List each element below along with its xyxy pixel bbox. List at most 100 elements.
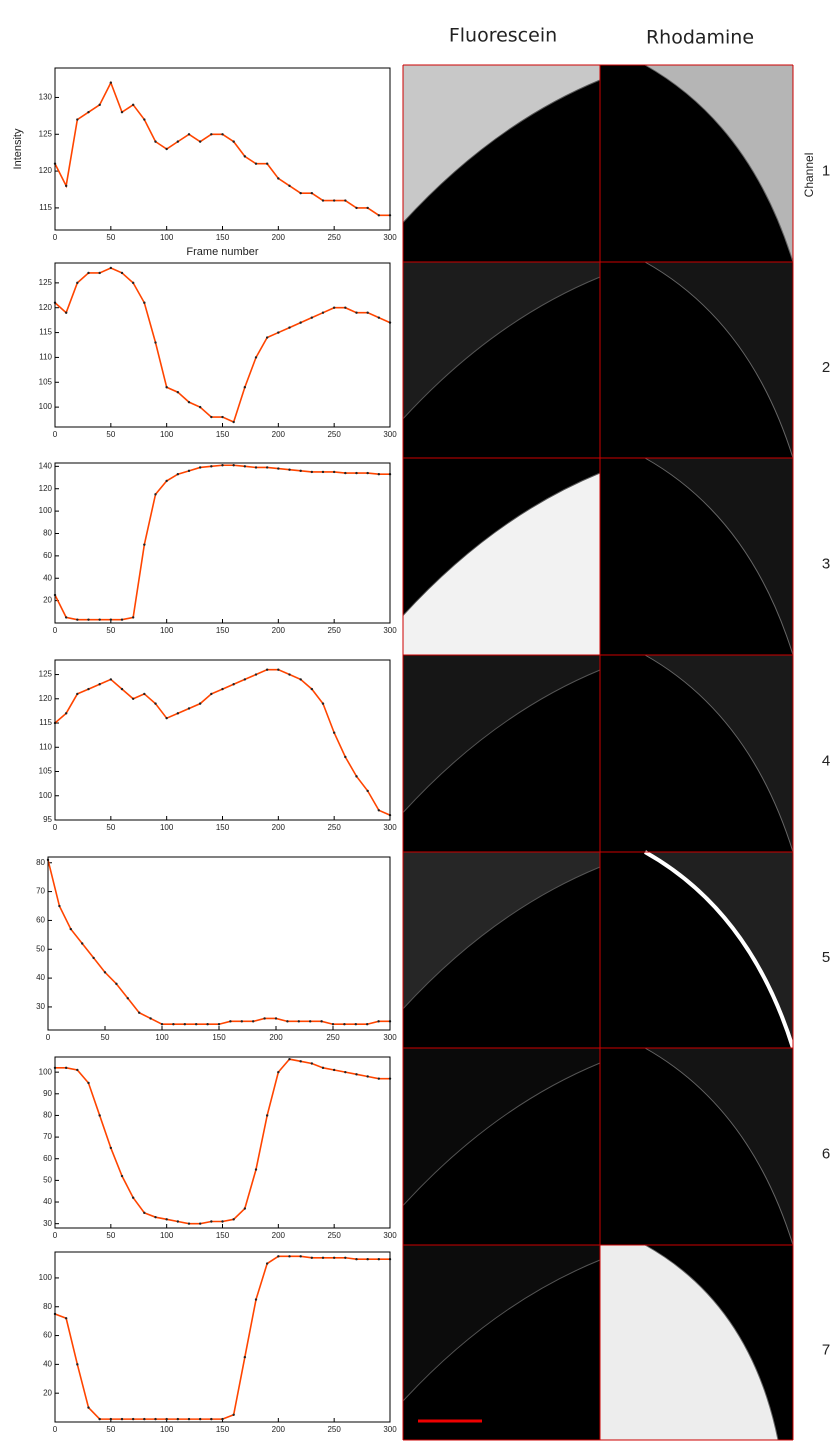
data-point	[321, 199, 325, 202]
data-point	[64, 1066, 68, 1070]
data-point	[103, 971, 107, 974]
data-point	[332, 1256, 336, 1259]
data-point	[232, 1218, 235, 1221]
y-tick-label: 80	[36, 858, 45, 867]
data-point	[354, 1023, 357, 1026]
data-point	[210, 692, 213, 696]
data-point	[210, 133, 213, 136]
x-tick-label: 200	[272, 430, 286, 439]
data-point	[355, 471, 358, 475]
tissue-region	[403, 655, 600, 813]
tissue-region	[645, 852, 793, 1048]
data-point	[232, 464, 235, 467]
y-tick-label: 140	[39, 461, 53, 470]
data-point	[98, 271, 101, 275]
data-point	[143, 301, 146, 304]
y-tick-label: 125	[39, 670, 53, 679]
y-tick-label: 110	[39, 353, 52, 362]
data-point	[109, 81, 113, 84]
data-point	[377, 472, 381, 476]
data-point	[243, 1355, 247, 1359]
data-point	[243, 678, 247, 681]
data-point	[377, 1020, 380, 1023]
data-point	[154, 702, 157, 705]
data-point	[299, 469, 302, 473]
tissue-region	[403, 262, 600, 419]
data-point	[143, 543, 146, 546]
data-point	[310, 1256, 314, 1259]
tissue-region	[600, 1245, 778, 1440]
data-point	[76, 1068, 79, 1072]
data-point	[299, 678, 302, 681]
data-point	[76, 118, 79, 121]
tissue-region	[403, 852, 600, 1009]
data-point	[366, 1075, 369, 1078]
x-tick-label: 0	[53, 823, 58, 832]
data-point	[277, 1255, 280, 1258]
data-line	[54, 464, 390, 621]
data-point	[115, 982, 118, 986]
data-point	[355, 1258, 358, 1261]
plot-frame	[47, 856, 391, 1031]
y-tick-label: 40	[43, 1197, 52, 1206]
y-tick-label: 60	[43, 1154, 52, 1163]
x-tick-label: 250	[327, 430, 341, 439]
x-tick-label: 200	[272, 1231, 286, 1240]
x-tick-label: 150	[212, 1033, 226, 1042]
data-point	[120, 1174, 124, 1178]
data-point	[120, 1417, 124, 1421]
data-point	[210, 1220, 213, 1223]
data-point	[69, 927, 73, 931]
data-point	[131, 616, 135, 619]
image-row: 6	[402, 1047, 830, 1246]
x-tick-label: 300	[383, 626, 397, 635]
data-point	[377, 809, 381, 812]
data-point	[331, 1023, 335, 1026]
column-header: Fluorescein	[449, 25, 557, 47]
data-point	[154, 1215, 157, 1219]
x-tick-label: 200	[269, 1033, 283, 1042]
data-point	[366, 471, 369, 475]
data-point	[87, 1081, 90, 1085]
data-point	[64, 184, 68, 188]
data-point	[366, 789, 369, 793]
data-point	[87, 110, 90, 114]
data-point	[210, 465, 213, 468]
y-tick-label: 115	[39, 203, 52, 212]
data-point	[343, 1023, 346, 1026]
data-point	[143, 1417, 146, 1421]
data-point	[310, 687, 314, 691]
data-point	[187, 707, 191, 710]
data-point	[243, 1207, 247, 1210]
tissue-edge	[644, 654, 794, 853]
y-tick-label: 95	[43, 815, 52, 824]
data-line	[54, 80, 390, 217]
x-tick-label: 300	[383, 823, 397, 832]
y-tick-label: 130	[39, 93, 53, 102]
data-point	[243, 386, 247, 389]
x-tick-label: 300	[383, 1231, 397, 1240]
data-point	[176, 1417, 180, 1421]
data-point	[176, 712, 180, 715]
data-point	[344, 471, 347, 475]
column-header: Rhodamine	[646, 27, 754, 49]
data-line	[55, 1058, 390, 1225]
data-point	[165, 1218, 168, 1221]
data-point	[221, 687, 224, 691]
plot-frame	[54, 67, 391, 231]
data-point	[344, 1070, 347, 1074]
data-point	[252, 1020, 255, 1023]
data-point	[143, 118, 146, 121]
y-tick-label: 115	[39, 718, 52, 727]
data-point	[277, 177, 280, 180]
x-axis-label: Frame number	[186, 246, 258, 258]
data-point	[254, 356, 258, 359]
x-tick-label: 300	[383, 430, 397, 439]
data-point	[221, 415, 224, 419]
data-point	[310, 1062, 314, 1065]
data-point	[321, 1066, 325, 1070]
x-tick-label: 200	[272, 626, 286, 635]
tissue-region	[645, 65, 793, 262]
y-tick-label: 50	[36, 944, 45, 953]
